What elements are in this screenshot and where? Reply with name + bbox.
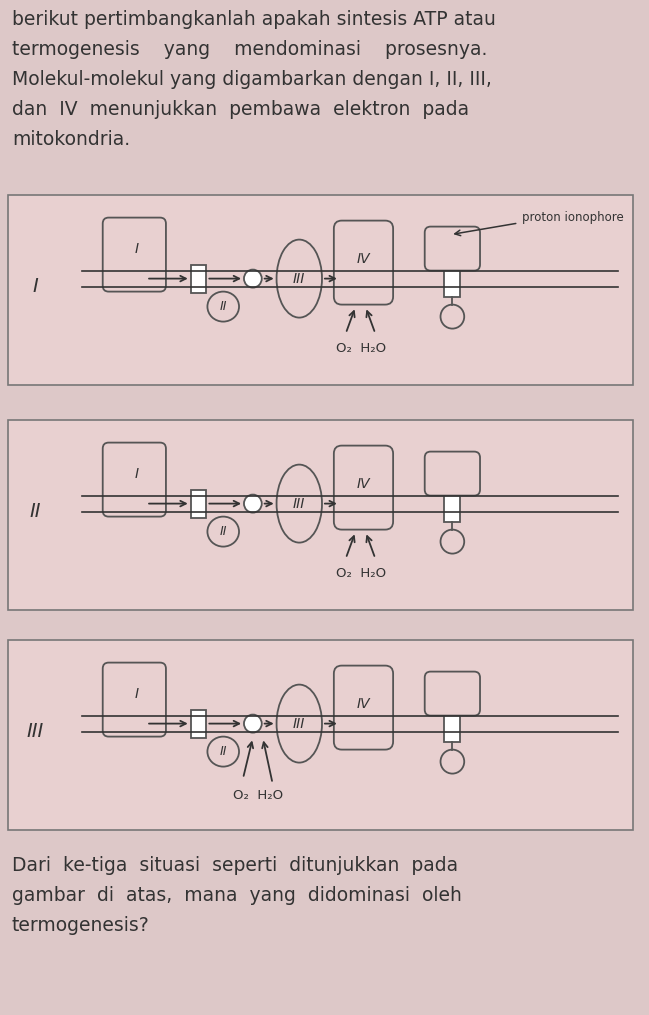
Text: II: II [219,300,227,313]
FancyBboxPatch shape [424,672,480,716]
FancyBboxPatch shape [8,420,633,610]
Text: termogenesis    yang    mendominasi    prosesnya.: termogenesis yang mendominasi prosesnya. [12,40,487,59]
Text: I: I [134,686,138,700]
Text: O₂  H₂O: O₂ H₂O [233,789,283,802]
Text: I: I [134,242,138,256]
Text: IV: IV [357,696,371,710]
Ellipse shape [276,240,322,318]
FancyBboxPatch shape [103,663,166,737]
Text: O₂  H₂O: O₂ H₂O [336,566,387,580]
FancyBboxPatch shape [103,443,166,517]
Text: O₂  H₂O: O₂ H₂O [336,342,387,354]
Text: gambar  di  atas,  mana  yang  didominasi  oleh: gambar di atas, mana yang didominasi ole… [12,886,461,905]
FancyBboxPatch shape [424,452,480,495]
Text: IV: IV [357,477,371,490]
FancyBboxPatch shape [334,220,393,304]
Circle shape [244,270,262,287]
Text: IV: IV [357,252,371,266]
FancyBboxPatch shape [334,666,393,750]
Circle shape [441,530,464,553]
Ellipse shape [208,291,239,322]
Text: Dari  ke-tiga  situasi  seperti  ditunjukkan  pada: Dari ke-tiga situasi seperti ditunjukkan… [12,856,458,875]
Text: III: III [293,717,306,731]
Ellipse shape [208,517,239,547]
Text: proton ionophore: proton ionophore [522,210,623,223]
Text: dan  IV  menunjukkan  pembawa  elektron  pada: dan IV menunjukkan pembawa elektron pada [12,100,469,119]
Ellipse shape [276,684,322,762]
FancyBboxPatch shape [424,226,480,271]
Circle shape [244,715,262,733]
Circle shape [244,494,262,513]
FancyBboxPatch shape [191,265,206,292]
Text: III: III [27,722,44,741]
FancyBboxPatch shape [445,705,460,742]
Text: I: I [134,467,138,480]
Text: II: II [219,745,227,758]
FancyBboxPatch shape [445,485,460,522]
Text: mitokondria.: mitokondria. [12,130,130,149]
FancyBboxPatch shape [191,709,206,738]
Text: III: III [293,272,306,285]
Circle shape [441,750,464,773]
Ellipse shape [276,465,322,543]
FancyBboxPatch shape [191,489,206,518]
Text: berikut pertimbangkanlah apakah sintesis ATP atau: berikut pertimbangkanlah apakah sintesis… [12,10,496,29]
Text: III: III [293,496,306,511]
Circle shape [441,304,464,329]
FancyBboxPatch shape [8,640,633,830]
FancyBboxPatch shape [8,195,633,385]
Text: termogenesis?: termogenesis? [12,916,150,935]
FancyBboxPatch shape [445,261,460,296]
Text: II: II [219,525,227,538]
Text: Molekul-molekul yang digambarkan dengan I, II, III,: Molekul-molekul yang digambarkan dengan … [12,70,492,89]
FancyBboxPatch shape [103,217,166,291]
Text: II: II [30,501,42,521]
FancyBboxPatch shape [334,446,393,530]
Ellipse shape [208,737,239,766]
Text: I: I [32,277,38,295]
